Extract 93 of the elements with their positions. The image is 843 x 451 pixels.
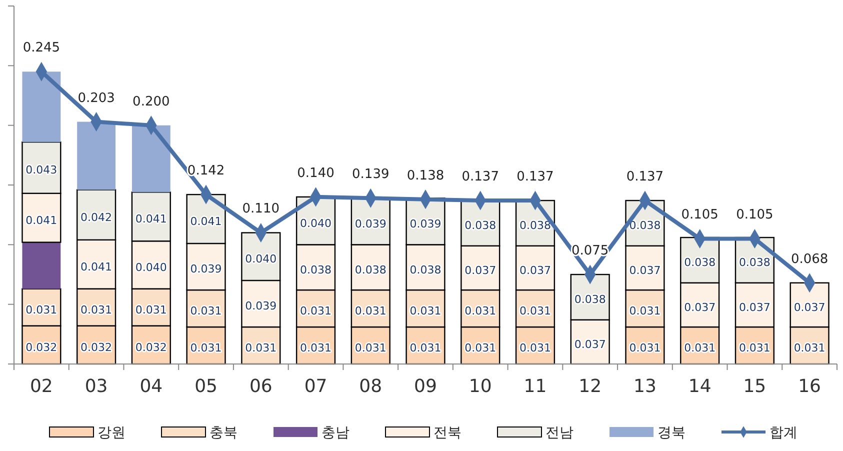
data-label: 0.041 xyxy=(135,212,167,226)
data-label: 0.068 xyxy=(790,252,828,267)
x-tick-label: 02 xyxy=(30,376,53,397)
data-label: 0.039 xyxy=(354,217,386,230)
data-label: 0.142 xyxy=(187,164,225,179)
data-label: 0.137 xyxy=(626,170,664,185)
data-label: 0.031 xyxy=(354,304,386,318)
data-label: 0.031 xyxy=(410,304,442,318)
data-label: 0.031 xyxy=(684,342,716,355)
data-label: 0.031 xyxy=(794,342,826,355)
data-label: 0.039 xyxy=(245,300,277,313)
data-label: 0.031 xyxy=(464,342,496,355)
data-label: 0.038 xyxy=(410,263,442,276)
x-tick-label: 07 xyxy=(304,376,328,397)
data-label: 0.037 xyxy=(738,300,770,314)
data-label: 0.245 xyxy=(22,40,60,56)
x-tick-label: 12 xyxy=(578,376,602,397)
data-label: 0.031 xyxy=(190,342,222,355)
data-label: 0.140 xyxy=(297,166,334,181)
data-label: 0.041 xyxy=(190,215,222,228)
data-label: 0.041 xyxy=(80,260,112,274)
data-label: 0.031 xyxy=(26,303,58,316)
data-label: 0.039 xyxy=(410,217,442,230)
legend-label: 합계 xyxy=(770,425,798,441)
bar xyxy=(77,122,116,190)
data-label: 0.038 xyxy=(574,293,606,306)
x-tick-label: 06 xyxy=(249,376,272,397)
legend-label: 전북 xyxy=(434,425,462,441)
x-tick-label: 09 xyxy=(414,376,437,397)
data-label: 0.038 xyxy=(464,219,496,232)
data-label: 0.037 xyxy=(574,338,606,351)
data-label: 0.138 xyxy=(406,168,444,184)
data-label: 0.032 xyxy=(135,340,167,354)
data-label: 0.038 xyxy=(684,256,716,270)
x-tick-label: 08 xyxy=(359,376,382,397)
legend-label: 충남 xyxy=(322,425,350,441)
data-label: 0.037 xyxy=(464,264,496,277)
data-label: 0.110 xyxy=(242,202,280,217)
x-tick-label: 14 xyxy=(688,376,712,397)
x-tick-label: 03 xyxy=(84,376,108,397)
data-label: 0.039 xyxy=(190,262,222,276)
data-label: 0.040 xyxy=(245,252,277,266)
data-label: 0.040 xyxy=(135,260,167,274)
data-label: 0.031 xyxy=(354,342,386,355)
legend-label: 경북 xyxy=(658,425,686,441)
data-label: 0.031 xyxy=(519,342,551,355)
data-label: 0.031 xyxy=(80,303,112,316)
x-tick-label: 04 xyxy=(140,376,163,397)
data-label: 0.032 xyxy=(26,340,58,354)
data-label: 0.037 xyxy=(684,300,716,314)
data-label: 0.031 xyxy=(738,342,770,355)
data-label: 0.031 xyxy=(464,304,496,318)
data-label: 0.031 xyxy=(519,304,551,318)
data-label: 0.031 xyxy=(245,342,277,355)
x-tick-label: 10 xyxy=(468,376,492,397)
data-label: 0.105 xyxy=(681,208,718,223)
x-tick-label: 13 xyxy=(634,376,656,397)
x-tick-label: 16 xyxy=(798,376,822,397)
bar xyxy=(22,242,61,289)
data-label: 0.105 xyxy=(736,208,774,223)
data-label: 0.037 xyxy=(519,264,551,277)
legend-label: 강원 xyxy=(98,425,126,441)
data-label: 0.038 xyxy=(300,263,332,276)
data-label: 0.137 xyxy=(516,170,554,185)
data-label: 0.040 xyxy=(300,216,332,230)
legend-label: 충북 xyxy=(210,425,238,441)
data-label: 0.200 xyxy=(132,94,170,110)
data-label: 0.043 xyxy=(26,164,58,177)
data-label: 0.137 xyxy=(462,170,499,185)
x-tick-label: 11 xyxy=(524,376,547,397)
data-label: 0.031 xyxy=(629,304,661,318)
data-label: 0.038 xyxy=(519,219,551,232)
bar xyxy=(132,125,170,192)
data-label: 0.031 xyxy=(300,304,332,318)
data-label: 0.031 xyxy=(190,304,222,318)
x-tick-label: 15 xyxy=(743,376,766,397)
data-label: 0.041 xyxy=(26,214,58,227)
data-label: 0.203 xyxy=(78,90,115,106)
data-label: 0.037 xyxy=(794,300,826,314)
data-label: 0.038 xyxy=(629,219,661,232)
bar xyxy=(22,72,61,142)
data-label: 0.139 xyxy=(352,167,390,182)
data-label: 0.031 xyxy=(410,342,442,355)
data-label: 0.031 xyxy=(629,342,661,355)
x-tick-label: 05 xyxy=(194,376,218,397)
data-label: 0.031 xyxy=(300,342,332,355)
data-label: 0.038 xyxy=(354,263,386,276)
data-label: 0.042 xyxy=(80,210,112,224)
legend-label: 전남 xyxy=(546,425,574,441)
data-label: 0.037 xyxy=(629,264,661,277)
data-label: 0.032 xyxy=(80,340,112,354)
data-label: 0.031 xyxy=(135,303,167,316)
data-label: 0.038 xyxy=(738,256,770,270)
